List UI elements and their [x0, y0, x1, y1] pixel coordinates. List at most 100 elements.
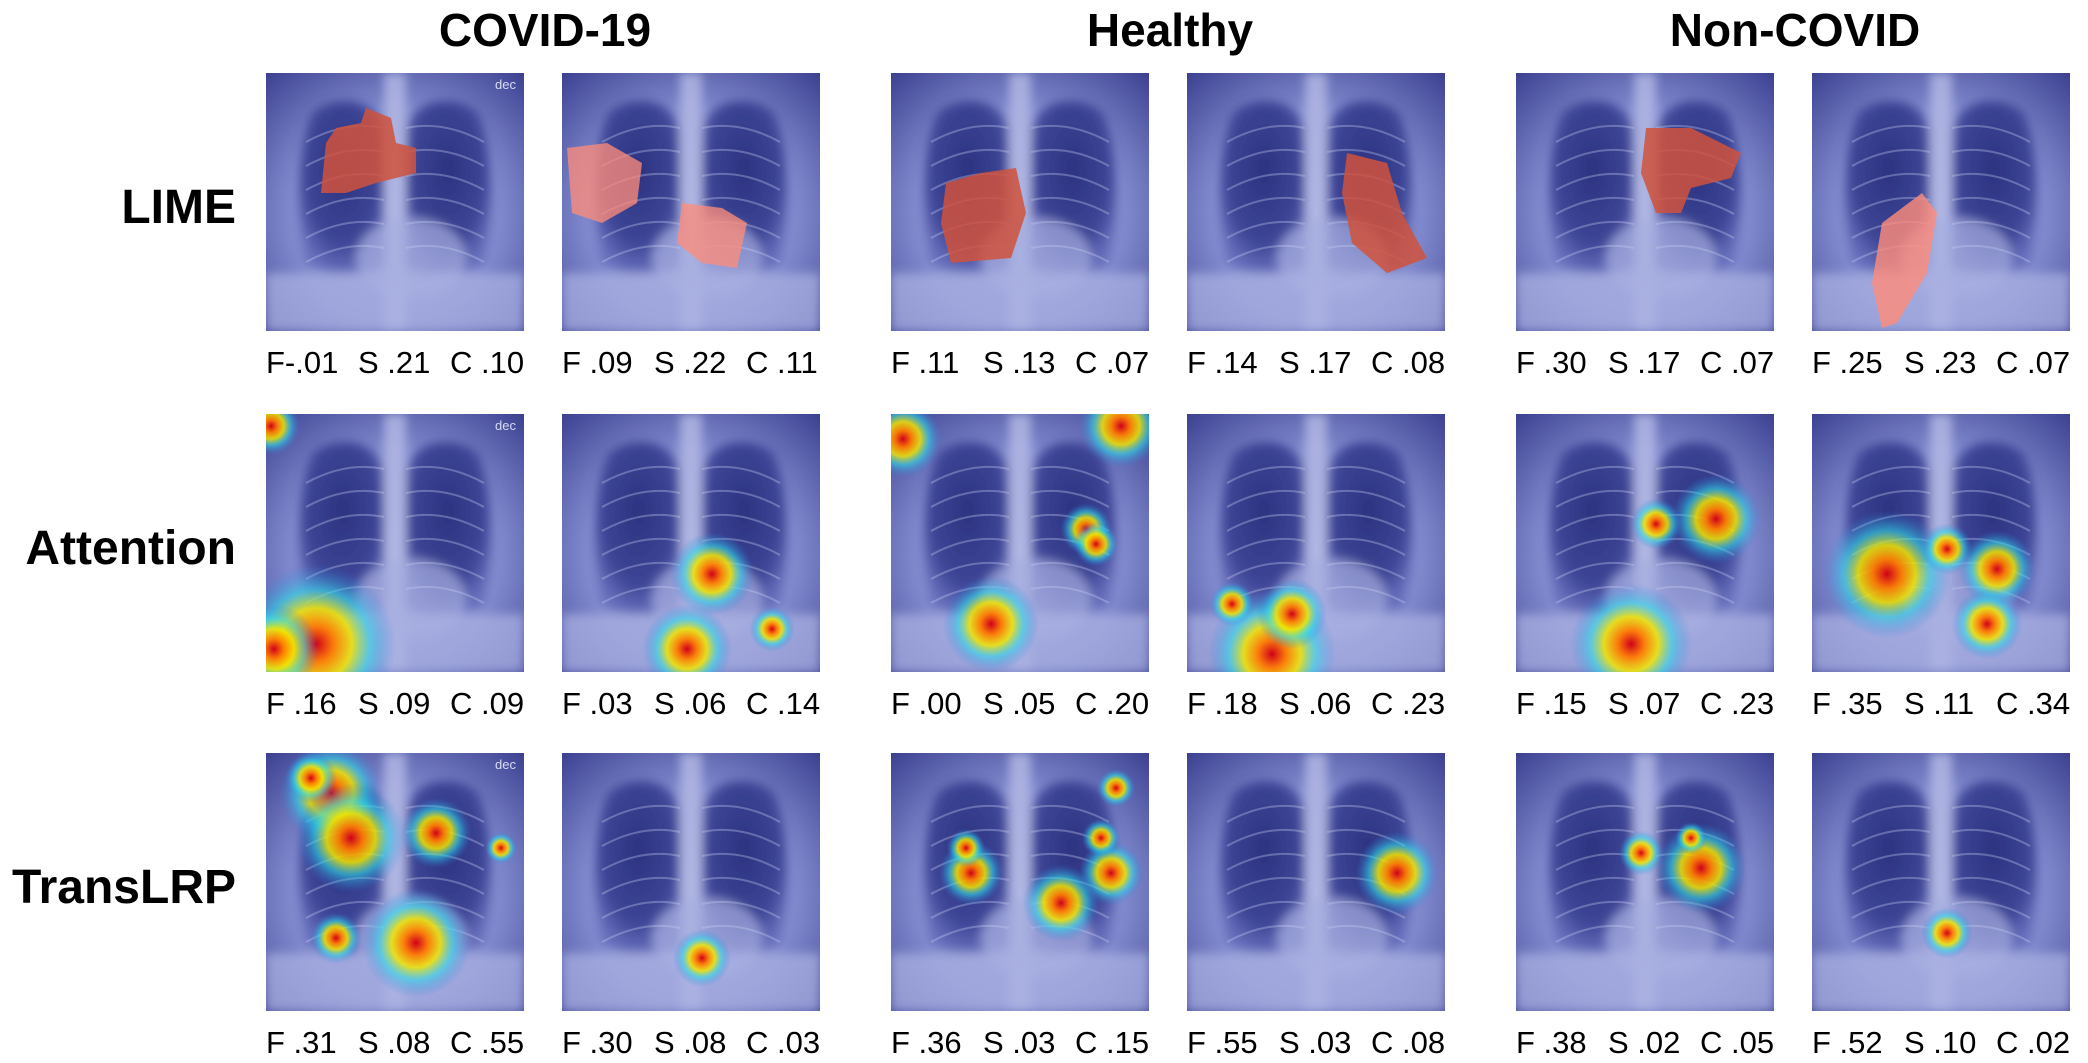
metric-scores: F .55 S .03 C .08 — [1187, 1023, 1459, 1063]
translrp-xray-panel — [562, 753, 820, 1011]
metric-scores: F .03 S .06 C .14 — [562, 684, 834, 724]
complexity-score: C .08 — [1371, 345, 1446, 380]
complexity-score: C .09 — [450, 686, 525, 721]
metric-scores: F .16 S .09 C .09 — [266, 684, 538, 724]
sensitivity-score: S .08 — [358, 1025, 431, 1060]
faithfulness-score: F .03 — [562, 686, 633, 721]
metric-scores: F .52 S .10 C .02 — [1812, 1023, 2084, 1063]
complexity-score: C .15 — [1075, 1025, 1150, 1060]
row-label-lime: LIME — [121, 181, 236, 234]
metric-scores: F .11 S .13 C .07 — [891, 343, 1163, 383]
complexity-score: C .55 — [450, 1025, 525, 1060]
lime-xray-panel — [1516, 73, 1774, 331]
row-label-attention: Attention — [25, 522, 236, 575]
chest-xray-heatmap — [1812, 414, 2070, 672]
sensitivity-score: S .10 — [1904, 1025, 1977, 1060]
complexity-score: C .23 — [1371, 686, 1446, 721]
faithfulness-score: F .25 — [1812, 345, 1883, 380]
metric-scores: F .35 S .11 C .34 — [1812, 684, 2084, 724]
faithfulness-score: F .15 — [1516, 686, 1587, 721]
metric-scores: F .14 S .17 C .08 — [1187, 343, 1459, 383]
complexity-score: C .07 — [1996, 345, 2071, 380]
sensitivity-score: S .21 — [358, 345, 431, 380]
complexity-score: C .05 — [1700, 1025, 1775, 1060]
complexity-score: C .23 — [1700, 686, 1775, 721]
translrp-xray-panel — [891, 753, 1149, 1011]
complexity-score: C .14 — [746, 686, 821, 721]
chest-xray-heatmap — [891, 753, 1149, 1011]
complexity-score: C .34 — [1996, 686, 2071, 721]
complexity-score: C .07 — [1075, 345, 1150, 380]
sensitivity-score: S .06 — [1279, 686, 1352, 721]
sensitivity-score: S .09 — [358, 686, 431, 721]
chest-xray-heatmap — [1812, 73, 2070, 331]
faithfulness-score: F .09 — [562, 345, 633, 380]
faithfulness-score: F .11 — [891, 345, 960, 380]
faithfulness-score: F .31 — [266, 1025, 337, 1060]
chest-xray-heatmap — [562, 414, 820, 672]
attention-xray-panel — [891, 414, 1149, 672]
metric-scores: F .18 S .06 C .23 — [1187, 684, 1459, 724]
lime-xray-panel — [1187, 73, 1445, 331]
metric-scores: F .36 S .03 C .15 — [891, 1023, 1163, 1063]
metric-scores: F .30 S .08 C .03 — [562, 1023, 834, 1063]
complexity-score: C .03 — [746, 1025, 821, 1060]
image-watermark-label: dec — [495, 77, 516, 92]
chest-xray-heatmap — [891, 414, 1149, 672]
metric-scores: F .09 S .22 C .11 — [562, 343, 834, 383]
metric-scores: F .30 S .17 C .07 — [1516, 343, 1788, 383]
translrp-xray-panel — [1812, 753, 2070, 1011]
sensitivity-score: S .13 — [983, 345, 1056, 380]
complexity-score: C .07 — [1700, 345, 1775, 380]
sensitivity-score: S .02 — [1608, 1025, 1681, 1060]
complexity-score: C .20 — [1075, 686, 1150, 721]
chest-xray-heatmap — [1812, 753, 2070, 1011]
chest-xray-heatmap — [1516, 73, 1774, 331]
attention-xray-panel — [1187, 414, 1445, 672]
metric-scores: F .00 S .05 C .20 — [891, 684, 1163, 724]
faithfulness-score: F .36 — [891, 1025, 962, 1060]
lime-xray-panel: dec — [266, 73, 524, 331]
chest-xray-heatmap — [562, 73, 820, 331]
faithfulness-score: F .30 — [562, 1025, 633, 1060]
faithfulness-score: F .30 — [1516, 345, 1587, 380]
chest-xray-heatmap — [1516, 414, 1774, 672]
image-watermark-label: dec — [495, 757, 516, 772]
faithfulness-score: F .16 — [266, 686, 337, 721]
faithfulness-score: F .52 — [1812, 1025, 1883, 1060]
sensitivity-score: S .06 — [654, 686, 727, 721]
attention-xray-panel: dec — [266, 414, 524, 672]
chest-xray-heatmap — [562, 753, 820, 1011]
lime-xray-panel — [1812, 73, 2070, 331]
row-label-translrp: TransLRP — [11, 861, 236, 914]
complexity-score: C .11 — [746, 345, 818, 380]
chest-xray-heatmap — [1187, 414, 1445, 672]
lime-xray-panel — [562, 73, 820, 331]
faithfulness-score: F .18 — [1187, 686, 1258, 721]
sensitivity-score: S .17 — [1608, 345, 1681, 380]
metric-scores: F .31 S .08 C .55 — [266, 1023, 538, 1063]
sensitivity-score: S .03 — [1279, 1025, 1352, 1060]
metric-scores: F .25 S .23 C .07 — [1812, 343, 2084, 383]
complexity-score: C .02 — [1996, 1025, 2071, 1060]
chest-xray-heatmap — [891, 73, 1149, 331]
faithfulness-score: F .38 — [1516, 1025, 1587, 1060]
chest-xray-heatmap — [1187, 73, 1445, 331]
attention-xray-panel — [562, 414, 820, 672]
lime-xray-panel — [891, 73, 1149, 331]
metric-scores: F .38 S .02 C .05 — [1516, 1023, 1788, 1063]
complexity-score: C .08 — [1371, 1025, 1446, 1060]
sensitivity-score: S .03 — [983, 1025, 1056, 1060]
chest-xray-heatmap: dec — [266, 753, 524, 1011]
image-watermark-label: dec — [495, 418, 516, 433]
attention-xray-panel — [1516, 414, 1774, 672]
sensitivity-score: S .07 — [1608, 686, 1681, 721]
column-title-healthy: Healthy — [1086, 4, 1254, 56]
sensitivity-score: S .05 — [983, 686, 1056, 721]
metric-scores: F-.01 S .21 C .10 — [266, 343, 538, 383]
complexity-score: C .10 — [450, 345, 525, 380]
column-title-covid19: COVID-19 — [438, 4, 652, 56]
chest-xray-heatmap — [1516, 753, 1774, 1011]
chest-xray-heatmap — [1187, 753, 1445, 1011]
metric-scores: F .15 S .07 C .23 — [1516, 684, 1788, 724]
